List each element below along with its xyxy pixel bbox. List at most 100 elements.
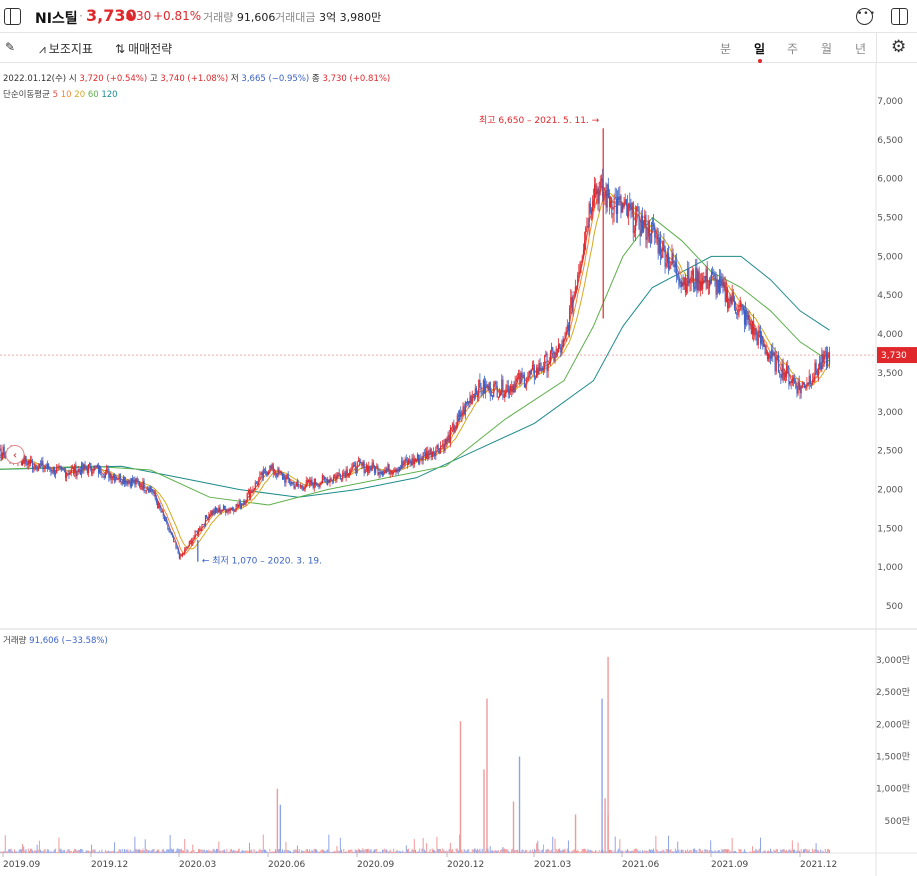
volume-bar [31, 848, 33, 853]
volume-bar [15, 851, 17, 853]
chart-toolbar: ✎ ⩘ 보조지표 ⇅ 매매전략 분 일 주 월 년 ⚙ [0, 33, 917, 63]
volume-bar [8, 849, 10, 853]
stock-chart[interactable]: 5001,0001,5002,0002,5003,0003,5004,0004,… [0, 63, 917, 876]
volume-bar [608, 849, 610, 853]
volume-bar [67, 849, 69, 853]
candle-body [788, 370, 790, 385]
volume-bar [312, 851, 314, 853]
volume-bar [87, 850, 89, 853]
candle-body [670, 264, 672, 266]
right-panel-toggle-icon[interactable] [891, 8, 908, 25]
candle-body [49, 469, 51, 470]
volume-bar [651, 849, 653, 853]
candle-body [619, 195, 621, 200]
volume-bar [819, 851, 821, 853]
volume-bar [203, 849, 205, 853]
volume-bar [672, 851, 674, 853]
candle-body [41, 460, 43, 465]
candle-body [317, 484, 319, 486]
candle-body [267, 472, 269, 476]
volume-bar [150, 851, 152, 853]
candle-body [705, 268, 707, 282]
volume-bar [74, 848, 76, 853]
volume-bar [188, 852, 190, 853]
volume-bar [659, 851, 661, 853]
volume-bar [700, 851, 702, 853]
candle-body [433, 452, 435, 453]
candle-body [295, 482, 297, 487]
volume-bar [799, 851, 801, 853]
candle-body [617, 196, 619, 215]
candle-body [219, 507, 221, 514]
volume-bar [434, 850, 436, 853]
candle-body [42, 460, 44, 470]
candle-body [273, 473, 276, 475]
volume-bar [373, 849, 375, 853]
candle-body [497, 397, 499, 398]
ma60-line [0, 216, 830, 506]
volume-bar [109, 851, 111, 853]
candle-body [459, 411, 461, 417]
more-options-icon[interactable]: ••• [856, 8, 875, 25]
settings-gear-icon[interactable]: ⚙ [891, 37, 907, 57]
volume-bar [224, 849, 226, 853]
candle-body [518, 372, 520, 379]
volume-bar [610, 849, 612, 853]
volume-bar [201, 849, 203, 853]
price-tick-label: 1,500 [877, 524, 903, 534]
candle-body [746, 309, 748, 320]
volume-bar [645, 851, 647, 853]
volume-bar [60, 849, 62, 853]
candle-body [293, 482, 295, 489]
volume-bar [357, 848, 359, 853]
candle-body [478, 379, 480, 398]
volume-bar [647, 851, 649, 853]
candle-body [395, 469, 397, 472]
period-tab-week[interactable]: 주 [787, 42, 799, 56]
candle-body [474, 394, 476, 398]
volume-bar [92, 849, 94, 853]
volume-bar [461, 849, 463, 853]
candle-body [222, 505, 225, 511]
candle-body [600, 178, 603, 182]
volume-bar [27, 848, 29, 853]
volume-bar [58, 837, 60, 853]
volume-bar [137, 849, 139, 853]
strategy-button[interactable]: ⇅ 매매전략 [115, 40, 172, 57]
candle-body [326, 479, 328, 485]
candle-body [758, 330, 760, 333]
volume-bar [271, 851, 273, 853]
left-panel-toggle-icon[interactable] [4, 8, 21, 25]
volume-bar [252, 852, 254, 853]
candle-body [529, 370, 531, 374]
period-tab-month[interactable]: 월 [821, 42, 833, 56]
volume-bar [670, 849, 672, 853]
drawing-tool-button[interactable]: ✎ [5, 40, 18, 54]
candle-body [261, 472, 263, 478]
volume-bar [396, 849, 398, 853]
volume-bar [479, 848, 481, 853]
volume-bar [209, 851, 211, 853]
candle-body [742, 307, 744, 310]
volume-bar [102, 852, 104, 853]
volume-bar [493, 851, 495, 853]
volume-bar [584, 848, 586, 853]
volume-bar [213, 849, 215, 853]
candle-body [566, 325, 568, 330]
period-tab-year[interactable]: 년 [855, 42, 867, 56]
candle-body [3, 446, 5, 458]
volume-bar [545, 850, 547, 853]
volume-bar [423, 849, 425, 853]
volume-bar [662, 849, 664, 853]
period-tab-minute[interactable]: 분 [720, 42, 732, 56]
candle-body [555, 348, 557, 358]
volume-value: 91,606 [236, 11, 276, 24]
candle-body [70, 468, 72, 473]
indicator-button[interactable]: ⩘ 보조지표 [39, 40, 93, 57]
candle-body [797, 381, 799, 394]
candle-body [245, 500, 247, 504]
period-tab-day[interactable]: 일 [754, 42, 766, 63]
volume-bar [522, 850, 524, 853]
candle-body [349, 471, 351, 476]
candle-body [560, 348, 562, 353]
